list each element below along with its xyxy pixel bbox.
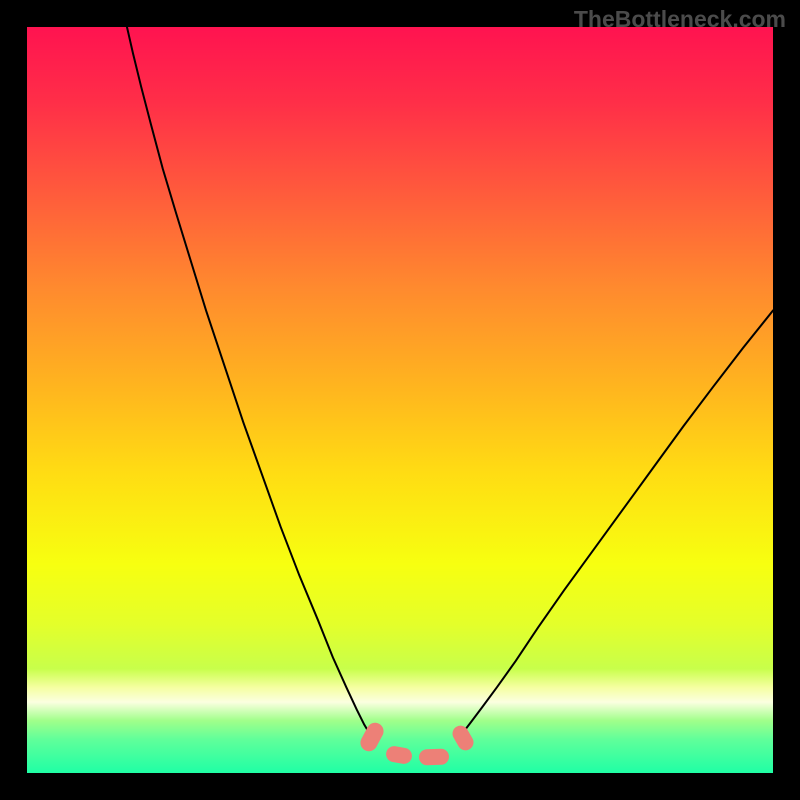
gradient-background	[27, 27, 773, 773]
watermark-text: TheBottleneck.com	[574, 6, 786, 33]
outer-frame: TheBottleneck.com	[0, 0, 800, 800]
trough-marker	[418, 748, 449, 765]
plot-area	[27, 27, 773, 773]
